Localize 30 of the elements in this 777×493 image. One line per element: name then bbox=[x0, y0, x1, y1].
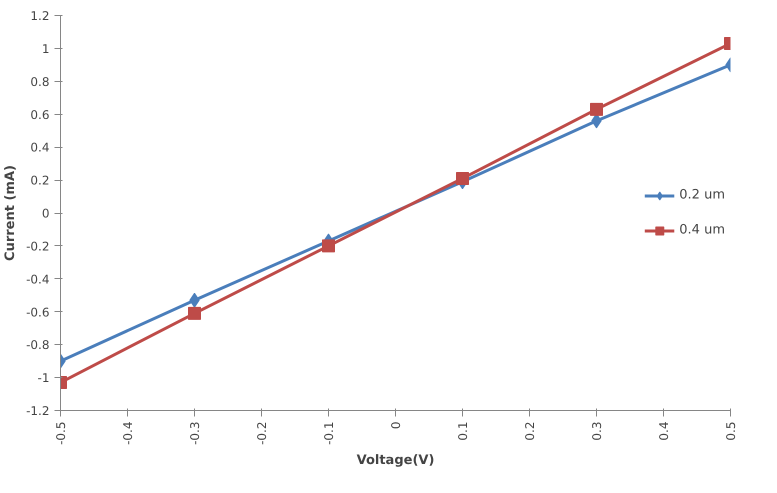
y-tick-label: 0.8 bbox=[30, 74, 50, 89]
x-tick-label: 0.2 bbox=[523, 421, 537, 441]
y-tick-label: 0 bbox=[42, 206, 50, 220]
y-tick-label: -1.2 bbox=[26, 404, 50, 418]
y-tick-label: 0.4 bbox=[30, 140, 50, 155]
x-tick-label: 0 bbox=[389, 421, 403, 430]
x-tick-label: 0.5 bbox=[724, 421, 738, 441]
x-tick-label: 0.3 bbox=[590, 421, 604, 441]
y-tick-label: 1.2 bbox=[30, 9, 50, 23]
y-tick-label: -1 bbox=[38, 371, 50, 386]
legend-label: 0.4 um bbox=[679, 222, 725, 238]
x-axis-title: Voltage(V) bbox=[356, 452, 434, 468]
y-tick-label: 0.6 bbox=[30, 108, 50, 122]
y-tick-label: -0.2 bbox=[26, 239, 50, 254]
x-tick-label: 0.1 bbox=[456, 421, 470, 441]
y-tick-label: -0.4 bbox=[26, 272, 50, 286]
x-tick-label: -0.3 bbox=[188, 421, 202, 445]
y-tick-label: 1 bbox=[42, 42, 50, 56]
y-tick-label: -0.6 bbox=[26, 305, 50, 320]
y-axis-title: Current (mA) bbox=[3, 165, 18, 261]
x-tick-label: -0.2 bbox=[255, 421, 269, 445]
x-tick-label: 0.4 bbox=[657, 421, 671, 441]
y-tick-label: -0.8 bbox=[26, 338, 50, 352]
y-tick-label: 0.2 bbox=[30, 174, 50, 188]
point bbox=[456, 172, 469, 185]
legend-label: 0.2 um bbox=[679, 188, 725, 202]
point bbox=[322, 239, 335, 252]
x-tick-label: -0.5 bbox=[54, 421, 68, 445]
x-tick-label: -0.1 bbox=[322, 421, 336, 445]
x-tick-label: -0.4 bbox=[121, 421, 135, 445]
